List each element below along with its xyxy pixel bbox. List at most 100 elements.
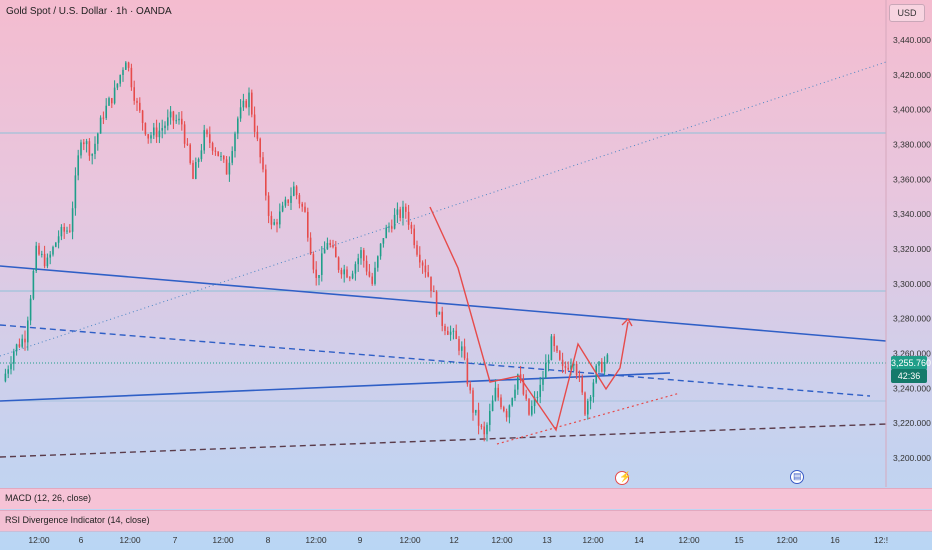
rising-trend-line	[0, 372, 671, 402]
x-tick-label: 12:00	[491, 535, 513, 545]
x-tick-label: 16	[830, 535, 840, 545]
candle-body	[43, 253, 46, 267]
lower-support-dashed	[0, 423, 887, 458]
candle-body	[413, 228, 415, 246]
candle-body	[150, 135, 152, 139]
candle-body	[29, 298, 32, 321]
y-tick-label: 3,280.000	[893, 314, 931, 324]
x-tick-label: 12:00	[776, 535, 798, 545]
candle-body	[181, 118, 183, 125]
rsi-label: RSI Divergence Indicator (14, close)	[5, 515, 150, 525]
candle-body	[223, 155, 225, 160]
candle-body	[41, 253, 43, 255]
candle-body	[167, 117, 169, 126]
candle-body	[295, 186, 298, 196]
candle-body	[262, 157, 264, 170]
candle-body	[424, 265, 427, 273]
candle-body	[279, 211, 281, 225]
candle-body	[536, 396, 539, 398]
candle-body	[267, 195, 270, 216]
projection-zigzag	[429, 206, 629, 432]
candle-body	[251, 92, 253, 115]
candle-body	[164, 125, 166, 129]
candle-body	[567, 367, 569, 370]
candle-body	[332, 245, 334, 248]
candle-body	[248, 92, 250, 108]
candle-body	[69, 230, 71, 232]
candle-body	[270, 215, 273, 225]
candle-body	[256, 131, 259, 139]
candle-body	[203, 130, 205, 151]
candle-body	[365, 260, 368, 272]
candle-body	[7, 369, 9, 374]
candle-body	[312, 254, 315, 270]
currency-selector[interactable]: USD	[889, 4, 925, 22]
candle-body	[419, 254, 421, 263]
candle-body	[60, 226, 63, 237]
candle-body	[570, 365, 572, 370]
candle-body	[525, 394, 527, 399]
x-tick-label: 14	[634, 535, 644, 545]
candle-body	[508, 405, 511, 418]
y-tick-label: 3,360.000	[893, 174, 931, 184]
candle-body	[158, 130, 161, 138]
candle-body	[491, 400, 494, 411]
candle-body	[494, 387, 497, 401]
candle-body	[410, 224, 413, 229]
candle-body	[441, 311, 443, 326]
chart-title: Gold Spot / U.S. Dollar · 1h · OANDA	[6, 6, 172, 17]
candle-body	[253, 114, 256, 132]
candle-body	[66, 230, 68, 232]
macd-label: MACD (12, 26, close)	[5, 493, 92, 503]
candle-body	[161, 128, 163, 131]
candle-body	[354, 264, 357, 274]
candle-body	[24, 338, 26, 343]
us-flag-event-icon[interactable]: ▤	[790, 470, 804, 484]
candle-body	[519, 374, 522, 380]
candle-body	[293, 186, 295, 196]
candle-body	[102, 117, 105, 119]
candle-body	[281, 205, 284, 212]
candle-body	[559, 351, 561, 360]
candle-body	[139, 102, 141, 111]
candle-body	[578, 375, 581, 378]
candle-body	[49, 254, 51, 258]
candle-body	[276, 222, 278, 225]
x-tick-label: 12:00	[28, 535, 50, 545]
x-tick-label: 12:00	[582, 535, 604, 545]
candle-body	[183, 124, 186, 144]
candle-body	[545, 362, 547, 379]
candle-body	[505, 411, 508, 418]
candle-body	[466, 358, 469, 385]
candle-body	[290, 195, 292, 203]
candle-body	[533, 397, 536, 407]
candle-body	[209, 134, 211, 144]
candle-body	[133, 87, 135, 101]
candle-body	[147, 134, 149, 139]
rsi-pane[interactable]: RSI Divergence Indicator (14, close)	[0, 510, 932, 531]
economic-event-icon[interactable]: ⚡	[615, 471, 631, 485]
candle-body	[455, 330, 457, 339]
candle-body	[105, 105, 107, 118]
candle-body	[371, 276, 373, 284]
candle-body	[393, 214, 396, 229]
candle-body	[458, 338, 460, 351]
candle-body	[116, 83, 119, 88]
candle-body	[601, 361, 603, 372]
candle-body	[284, 199, 287, 206]
candle-body	[301, 203, 303, 207]
macd-pane[interactable]: MACD (12, 26, close)	[0, 488, 932, 509]
candle-body	[561, 359, 564, 367]
projection-arrowhead	[621, 317, 633, 327]
candle-body	[606, 354, 609, 362]
candle-body	[21, 338, 23, 347]
candle-body	[122, 69, 124, 75]
candle-body	[13, 351, 15, 364]
candle-body	[343, 269, 345, 275]
candle-body	[351, 273, 354, 279]
candle-body	[539, 384, 541, 397]
candle-body	[315, 269, 317, 278]
candle-body	[391, 226, 393, 229]
